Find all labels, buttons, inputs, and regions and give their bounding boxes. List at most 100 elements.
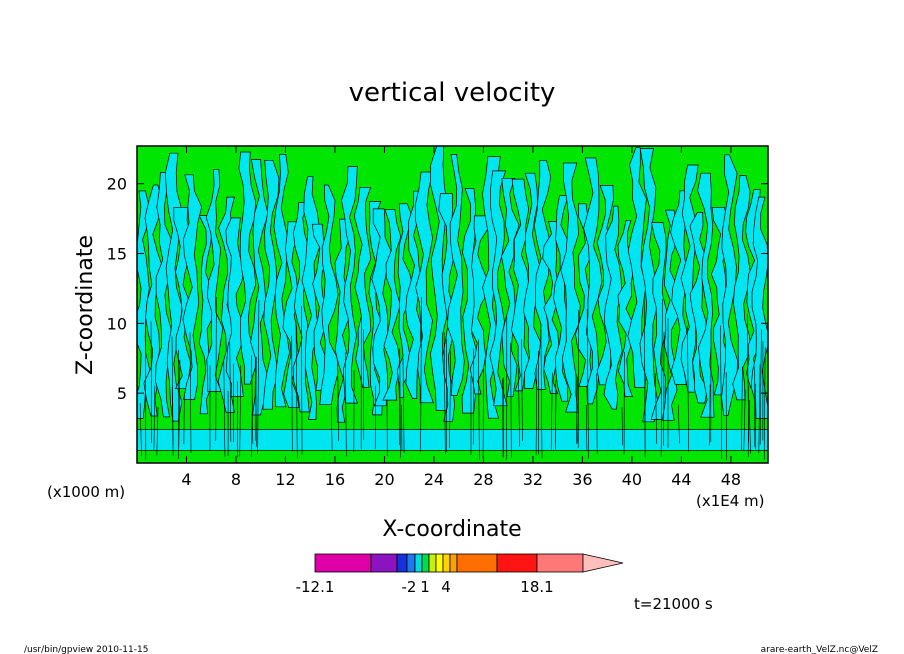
colorbar-segment <box>456 553 498 573</box>
contour-line <box>153 385 156 451</box>
contour-line <box>150 321 152 443</box>
contour-line <box>759 329 762 445</box>
contour-line <box>189 332 192 453</box>
contour-line <box>255 357 257 441</box>
downdraft-column <box>697 172 715 418</box>
downdraft-column <box>447 154 465 396</box>
downdraft-column <box>262 159 280 410</box>
x-tick-label: 12 <box>275 470 295 489</box>
x-tick-label: 28 <box>473 470 493 489</box>
x-tick-label: 20 <box>374 470 394 489</box>
contour-line <box>257 300 260 455</box>
contour-line <box>746 313 750 443</box>
contour-line <box>535 368 538 456</box>
downdraft-column <box>341 166 359 404</box>
downdraft-column <box>198 215 216 415</box>
colorbar-label: -2 <box>402 578 417 596</box>
contour-line <box>554 390 557 444</box>
downdraft-column <box>603 205 623 410</box>
contour-line <box>655 373 658 444</box>
contour-line <box>443 332 446 455</box>
plot-frame <box>136 145 769 464</box>
colorbar-segment <box>406 553 416 573</box>
colorbar-label: 4 <box>441 578 451 596</box>
contour-line <box>510 342 512 458</box>
contour-line <box>139 403 142 457</box>
contour-line <box>586 308 589 459</box>
contour-line <box>449 350 452 449</box>
contour-line <box>741 366 743 451</box>
contour-line <box>301 305 303 455</box>
downdraft-column <box>182 174 203 400</box>
colorbar-segment <box>414 553 423 573</box>
x-tick-label: 36 <box>572 470 592 489</box>
x-tick-label: 8 <box>231 470 241 489</box>
colorbar-arrow <box>582 553 624 573</box>
contour-line <box>758 364 761 454</box>
downdraft-column <box>405 190 423 399</box>
colorbar-segment <box>428 553 437 573</box>
colorbar-segment <box>496 553 538 573</box>
contour-line <box>402 357 405 453</box>
contour-line <box>420 296 422 452</box>
x-tick-label: 48 <box>721 470 741 489</box>
downdraft-column <box>533 160 552 390</box>
chart-title: vertical velocity <box>349 78 556 108</box>
colorbar-label: -12.1 <box>296 578 335 596</box>
contour-line <box>478 339 480 460</box>
downdraft-column <box>523 172 542 389</box>
downdraft-column <box>583 157 603 405</box>
footer-right: arare-earth_VelZ.nc@VelZ <box>761 645 878 654</box>
y-tick-label: 5 <box>117 384 127 403</box>
contour-line <box>518 368 520 447</box>
contour-line <box>576 376 578 444</box>
x-tick-label: 4 <box>181 470 191 489</box>
contour-line <box>331 406 333 451</box>
x-tick-label: 16 <box>325 470 345 489</box>
y-tick-label: 15 <box>107 245 127 264</box>
downdraft-column <box>382 209 402 401</box>
contour-line <box>708 384 711 446</box>
time-label: t=21000 s <box>634 595 713 613</box>
downdraft-column <box>414 171 434 404</box>
downdraft-column <box>319 184 339 406</box>
contour-line <box>295 320 298 459</box>
contour-line <box>291 335 293 452</box>
downdraft-column <box>721 154 738 417</box>
contour-line <box>687 325 689 452</box>
contour-line <box>763 347 766 460</box>
contour-line <box>178 359 181 448</box>
contour-line <box>229 341 232 442</box>
downdraft-column <box>750 196 768 419</box>
downdraft-column <box>353 186 372 388</box>
colorbar-segment <box>536 553 584 573</box>
colorbar-segment <box>314 553 372 573</box>
colorbar-segment <box>396 553 408 573</box>
contour-line <box>399 348 401 458</box>
contour-line <box>585 405 588 452</box>
contour-line <box>215 296 217 441</box>
downdraft-column <box>137 190 151 419</box>
y-tick-label: 20 <box>107 175 127 194</box>
x-tick-label: 40 <box>622 470 642 489</box>
contour-line <box>171 336 174 446</box>
x-axis-label: X-coordinate <box>382 517 521 542</box>
colorbar-segment <box>449 553 458 573</box>
contour-line <box>337 375 340 442</box>
colorbar-label: 1 <box>420 578 430 596</box>
downdraft-column <box>282 221 302 409</box>
y-tick-label: 10 <box>107 314 127 333</box>
colorbar-segment <box>435 553 444 573</box>
x-tick-label: 44 <box>671 470 691 489</box>
contour-line <box>251 355 254 444</box>
x-tick-label: 32 <box>523 470 543 489</box>
downdraft-column <box>273 154 290 408</box>
downdraft-column <box>501 177 520 398</box>
contour-line <box>540 329 543 458</box>
contour-line <box>236 381 239 458</box>
contour-line <box>621 406 623 445</box>
surface-layer-band <box>137 429 768 451</box>
colorbar-segment <box>442 553 451 573</box>
contour-line <box>223 360 226 457</box>
